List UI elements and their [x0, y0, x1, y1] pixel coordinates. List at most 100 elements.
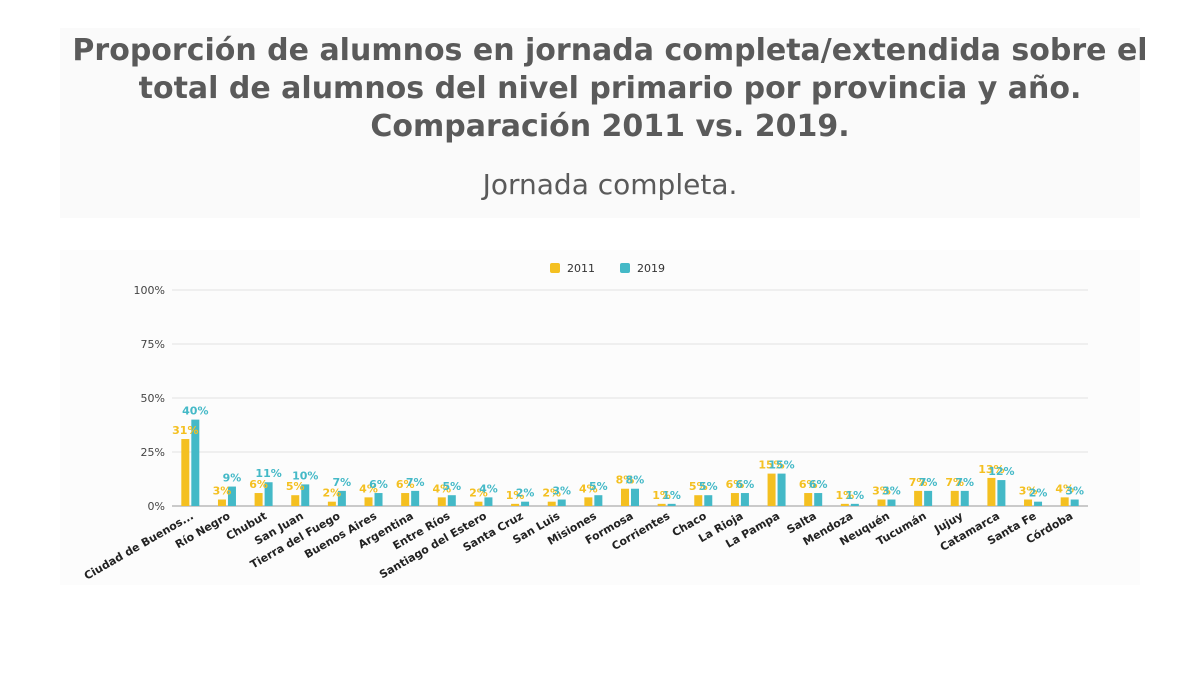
bar-2019	[301, 484, 310, 506]
y-tick-label: 75%	[141, 338, 165, 351]
bar-2019	[521, 501, 530, 506]
data-label-2019: 3%	[882, 485, 901, 498]
data-label-2011: 6%	[799, 478, 818, 491]
bar-2011	[327, 501, 336, 506]
data-label-2011: 6%	[249, 478, 268, 491]
bar-2011	[730, 493, 739, 506]
data-label-2019: 11%	[255, 467, 281, 480]
data-label-2019: 3%	[552, 485, 571, 498]
bar-2019	[264, 482, 273, 506]
bar-2019	[447, 495, 456, 506]
bar-2011	[364, 497, 373, 506]
bar-2011	[914, 490, 923, 506]
data-label-2019: 5%	[442, 480, 461, 493]
y-axis-ticks: 0% 25% 50% 75% 100%	[134, 284, 165, 513]
bar-2011	[584, 497, 593, 506]
data-label-2019: 9%	[223, 472, 242, 485]
data-label-2011: 3%	[213, 485, 232, 498]
y-tick-label: 100%	[134, 284, 165, 297]
bar-2011	[950, 490, 959, 506]
data-label-2011: 4%	[359, 482, 378, 495]
bar-2019	[631, 488, 639, 506]
bar-2019	[850, 503, 859, 506]
bar-2019	[557, 499, 566, 506]
bar-2011	[877, 499, 886, 506]
bar-2011	[1060, 497, 1069, 506]
bar-2019	[667, 503, 676, 506]
bar-2019	[1070, 499, 1079, 506]
data-label-2019: 2%	[1029, 487, 1048, 500]
gridlines	[172, 289, 1088, 507]
bar-2011	[437, 497, 446, 506]
bar-2011	[547, 501, 556, 506]
y-tick-label: 50%	[141, 392, 165, 405]
data-label-2019: 8%	[626, 474, 645, 487]
data-label-2019: 40%	[182, 405, 208, 418]
chart-subtitle: Jornada completa.	[482, 168, 738, 201]
bar-2011	[694, 495, 703, 506]
legend: 2011 2019	[550, 262, 665, 275]
bar-2019	[484, 497, 493, 506]
bar-2011	[181, 439, 190, 506]
data-label-2019: 7%	[919, 476, 938, 489]
data-label-2019: 10%	[292, 469, 318, 482]
chart-title: Proporción de alumnos en jornada complet…	[72, 33, 1148, 144]
bar-2011	[804, 493, 813, 506]
bar-2011	[511, 503, 520, 506]
bar-2019	[594, 495, 603, 506]
bar-2011	[291, 495, 300, 506]
data-label-2011: 2%	[542, 487, 561, 500]
data-label-2011: 5%	[286, 480, 305, 493]
data-label-2019: 5%	[699, 480, 718, 493]
bar-2019	[814, 493, 823, 506]
data-label-2019: 15%	[768, 459, 794, 472]
bar-2019	[777, 473, 786, 506]
bar-2011	[217, 499, 226, 506]
data-label-2011: 6%	[726, 478, 745, 491]
data-label-2011: 8%	[616, 474, 635, 487]
bar-2019	[997, 480, 1006, 506]
bar-2011	[621, 488, 629, 506]
bar-2019	[191, 419, 200, 506]
data-label-2019: 7%	[406, 476, 425, 489]
bar-2011	[1024, 499, 1033, 506]
bar-2019	[1034, 501, 1043, 506]
bar-2011	[840, 503, 849, 506]
data-label-2011: 31%	[172, 424, 198, 437]
data-label-2011: 13%	[978, 463, 1004, 476]
bar-2011	[474, 501, 483, 506]
bar-2019	[887, 499, 896, 506]
data-labels: 31%40%3%9% 6%11%5%10%2%7% 4%6% 6%7% 4%5% 2%4%…	[172, 405, 1084, 502]
title-background	[60, 28, 1140, 218]
data-label-2011: 4%	[432, 482, 451, 495]
data-label-2019: 1%	[845, 489, 864, 502]
data-label-2019: 7%	[955, 476, 974, 489]
data-label-2019: 1%	[662, 489, 681, 502]
bar-2011	[254, 493, 263, 506]
legend-label-2011: 2011	[567, 262, 595, 275]
data-label-2019: 4%	[479, 482, 498, 495]
bar-2019	[704, 495, 713, 506]
bar-2019	[924, 490, 933, 506]
data-label-2011: 2%	[323, 487, 342, 500]
data-label-2011: 3%	[872, 485, 891, 498]
bar-2011	[767, 473, 776, 506]
data-label-2019: 6%	[809, 478, 828, 491]
bar-2019	[337, 490, 346, 506]
data-label-2019: 2%	[516, 487, 535, 500]
data-label-2011: 1%	[835, 489, 854, 502]
bar-2011	[401, 493, 410, 506]
bar-2019	[411, 490, 420, 506]
bar-2011	[657, 503, 666, 506]
bar-2011	[987, 477, 996, 506]
data-label-2019: 7%	[333, 476, 352, 489]
data-label-2019: 12%	[988, 465, 1014, 478]
data-label-2011: 3%	[1019, 485, 1038, 498]
data-label-2011: 15%	[758, 459, 784, 472]
data-label-2019: 6%	[369, 478, 388, 491]
bars	[181, 419, 1079, 506]
data-label-2011: 1%	[506, 489, 525, 502]
y-tick-label: 25%	[141, 446, 165, 459]
